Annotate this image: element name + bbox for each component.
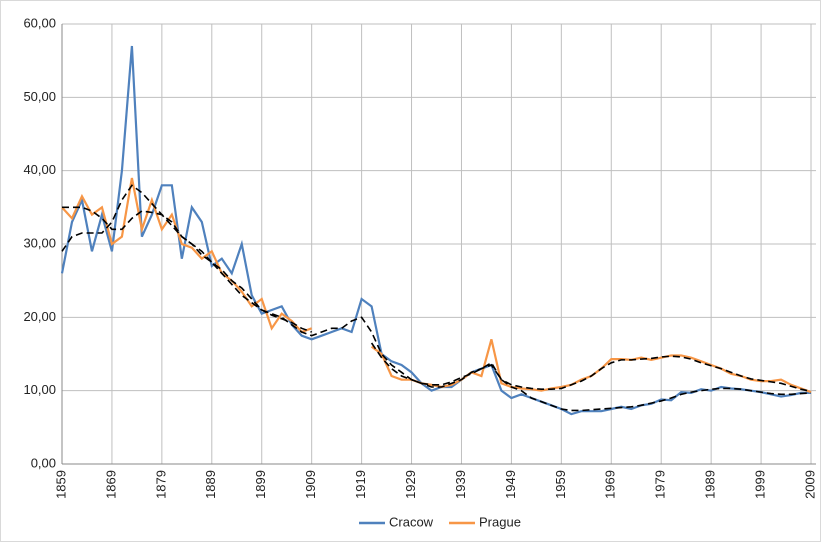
y-tick-label: 20,00	[23, 309, 56, 324]
x-tick-label: 2009	[802, 470, 817, 499]
y-tick-label: 50,00	[23, 89, 56, 104]
y-tick-label: 40,00	[23, 162, 56, 177]
y-tick-label: 10,00	[23, 382, 56, 397]
x-tick-label: 1989	[703, 470, 718, 499]
trend-line	[62, 206, 812, 393]
x-tick-label: 1959	[553, 470, 568, 499]
x-tick-label: 1979	[653, 470, 668, 499]
x-tick-label: 1929	[403, 470, 418, 499]
y-tick-label: 0,00	[31, 455, 56, 470]
x-tick-label: 1919	[353, 470, 368, 499]
x-tick-label: 1879	[153, 470, 168, 499]
x-tick-label: 1859	[53, 470, 68, 499]
x-tick-label: 1949	[503, 470, 518, 499]
x-tick-label: 1899	[253, 470, 268, 499]
x-tick-label: 1889	[203, 470, 218, 499]
legend-label: Prague	[479, 514, 521, 529]
y-tick-label: 30,00	[23, 235, 56, 250]
x-tick-label: 1869	[103, 470, 118, 499]
legend-label: Cracow	[389, 514, 434, 529]
x-tick-label: 1969	[603, 470, 618, 499]
x-tick-label: 1939	[453, 470, 468, 499]
y-tick-label: 60,00	[23, 15, 56, 30]
trend-line	[61, 184, 812, 412]
x-tick-label: 1999	[753, 470, 768, 499]
x-tick-label: 1909	[303, 470, 318, 499]
